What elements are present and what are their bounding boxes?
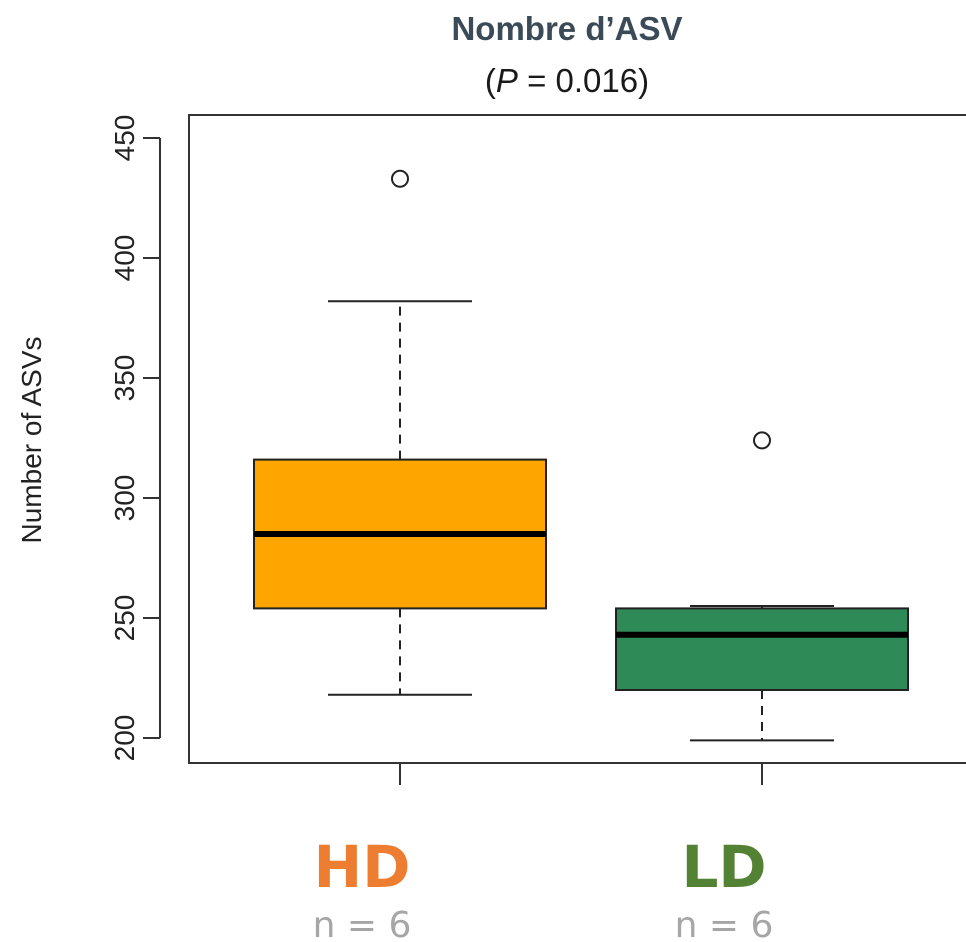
y-tick-label: 300: [109, 475, 140, 522]
x-axis: [399, 762, 763, 785]
box-series: [253, 169, 909, 742]
y-tick-label: 400: [109, 235, 140, 282]
y-tick-label: 200: [109, 715, 140, 762]
group-labels: HD n = 6 LD n = 6: [313, 833, 774, 942]
chart-subtitle: (P = 0.016): [485, 62, 649, 99]
group-n-ld: n = 6: [675, 905, 774, 942]
box-hd: [253, 169, 547, 696]
chart-title: Nombre d’ASV: [451, 10, 682, 47]
y-axis: 200 250 300 350 400 450: [109, 115, 161, 762]
y-tick-label: 250: [109, 595, 140, 642]
outlier-point: [391, 169, 409, 188]
outlier-point: [753, 431, 771, 450]
group-label-ld: LD: [681, 833, 766, 901]
y-tick-label: 350: [109, 355, 140, 402]
box-ld: [615, 431, 909, 742]
group-label-hd: HD: [314, 833, 411, 901]
iqr-box: [615, 607, 909, 692]
y-axis-label: Number of ASVs: [16, 337, 47, 544]
group-n-hd: n = 6: [313, 905, 412, 942]
y-tick-label: 450: [109, 115, 140, 162]
